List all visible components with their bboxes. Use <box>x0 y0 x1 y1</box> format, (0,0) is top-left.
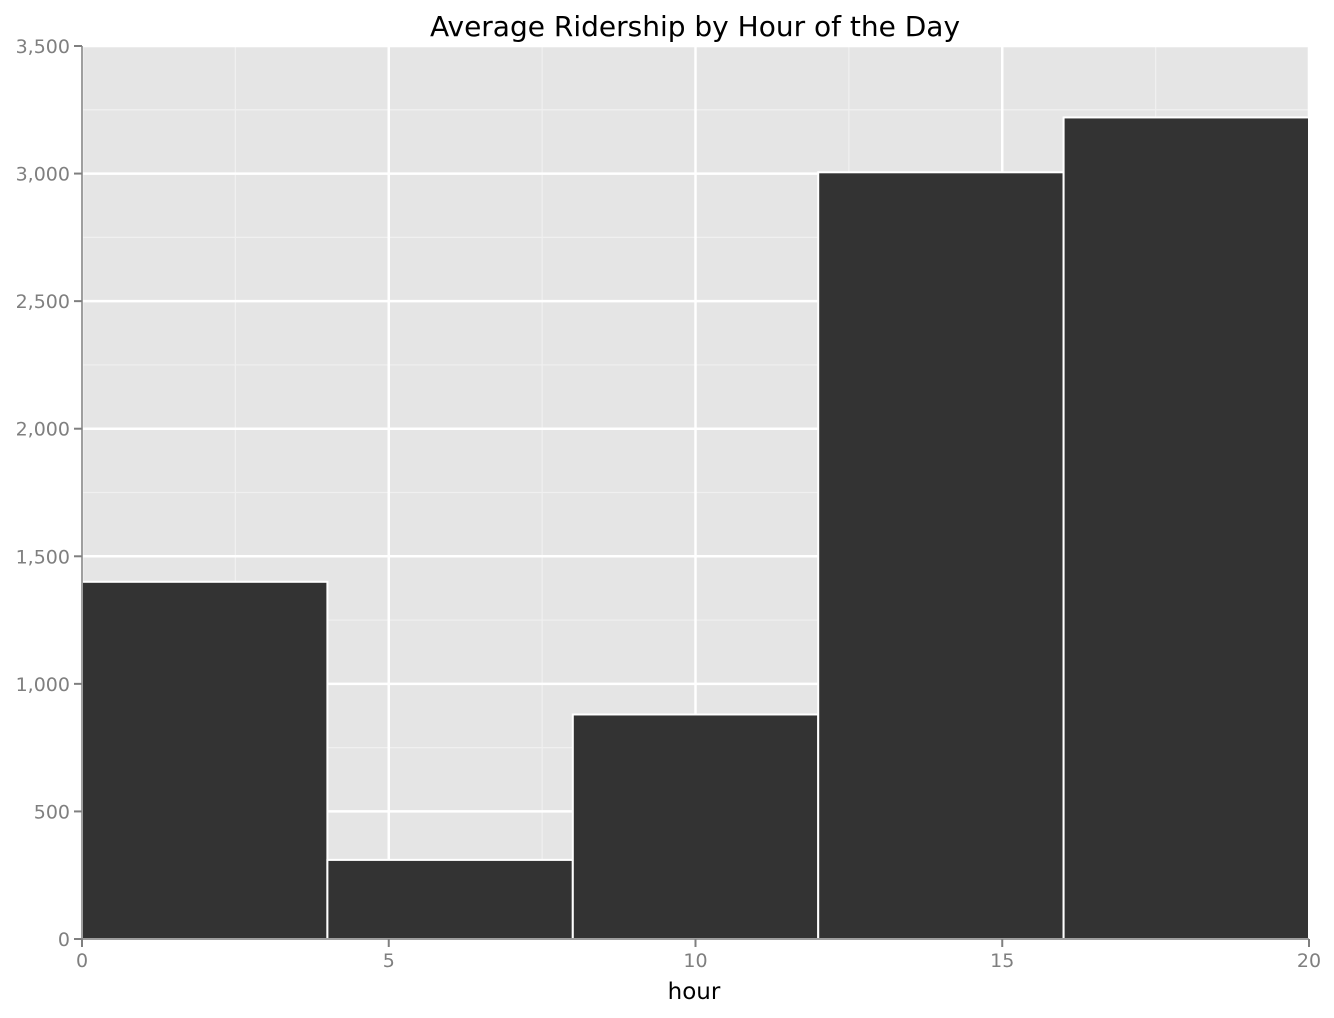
bar-2 <box>571 713 820 941</box>
axes: 0 500 1,000 1,500 2,000 2,500 3,000 3,500 0 5 10 15… <box>16 36 1322 972</box>
bar-1 <box>326 858 574 940</box>
y-tick-label: 2,000 <box>16 419 70 441</box>
bar-4 <box>1062 116 1310 940</box>
bar-3 <box>817 171 1065 940</box>
y-tick-label: 3,000 <box>16 164 70 186</box>
x-tick-label: 15 <box>990 950 1014 972</box>
y-tick-label: 3,500 <box>16 36 70 58</box>
y-tick-label: 1,500 <box>16 546 70 568</box>
chart-title: Average Ridership by Hour of the Day <box>430 10 960 43</box>
x-tick-label: 20 <box>1297 950 1321 972</box>
x-tick-label: 0 <box>76 950 88 972</box>
x-tick-label: 10 <box>683 950 707 972</box>
x-tick-label: 5 <box>383 950 395 972</box>
y-tick-label: 2,500 <box>16 291 70 313</box>
x-axis-label: hour <box>668 979 721 1005</box>
bars <box>81 116 1310 941</box>
bar-0 <box>81 580 329 940</box>
y-tick-label: 500 <box>34 801 70 823</box>
y-tick-label: 0 <box>58 929 70 951</box>
y-tick-label: 1,000 <box>16 674 70 696</box>
